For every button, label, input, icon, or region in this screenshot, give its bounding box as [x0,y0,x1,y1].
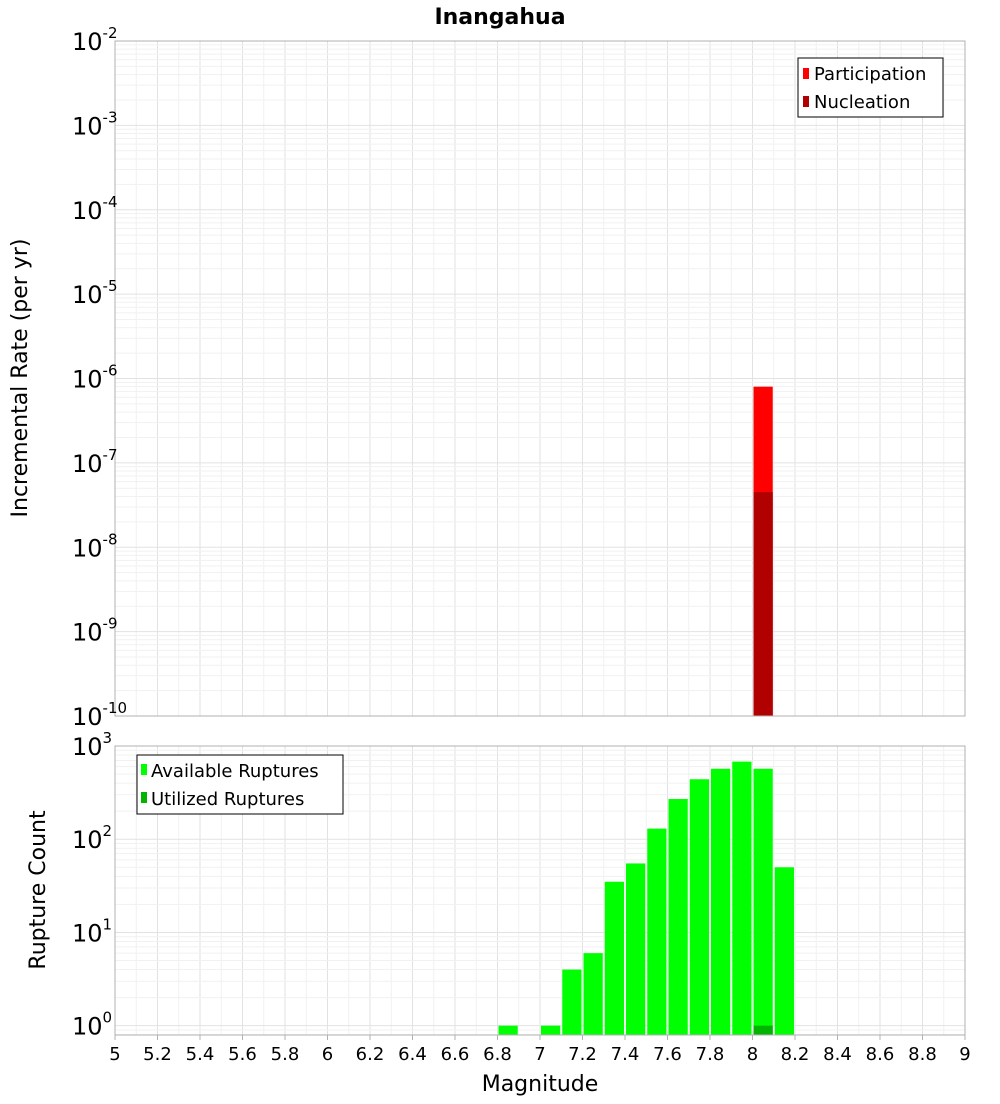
x-tick-label: 7.4 [611,1044,640,1065]
bottom-bars [498,761,794,1035]
x-tick-label: 6 [322,1044,333,1065]
x-tick-label: 7.6 [653,1044,682,1065]
x-tick-label: 8.2 [781,1044,810,1065]
bar-available-ruptures [583,953,603,1035]
top-y-tick-label: 10-7 [72,446,118,478]
x-tick-label: 8.6 [866,1044,895,1065]
bar-available-ruptures [604,881,624,1035]
bar-available-ruptures [541,1025,561,1035]
bar-available-ruptures [626,863,646,1035]
x-tick-label: 5.2 [143,1044,172,1065]
legend-swatch-utilized-ruptures [141,792,147,803]
chart-title: Inangahua [434,5,565,30]
bottom-y-tick-label: 100 [72,1009,112,1041]
top-y-tick-label: 10-8 [72,530,118,562]
x-tick-label: 7 [534,1044,545,1065]
x-tick-label: 8.8 [908,1044,937,1065]
x-tick-label: 5 [109,1044,120,1065]
x-axis-ticks: 5 5.2 5.4 5.6 5.8 6 6.2 6.4 6.6 6.8 7 7.2 7.4 7.6 7.8 8… [109,1035,971,1065]
bottom-y-ticks: 103 102 101 100 [72,729,112,1041]
x-tick-label: 9 [959,1044,970,1065]
legend-label-available-ruptures: Available Ruptures [151,761,319,782]
bar-available-ruptures [498,1025,518,1035]
top-legend: Participation Nucleation [797,57,944,118]
legend-label-nucleation: Nucleation [814,92,910,113]
x-tick-label: 8.4 [823,1044,852,1065]
top-y-tick-label: 10-3 [72,108,118,140]
top-bars [753,386,773,716]
legend-label-utilized-ruptures: Utilized Ruptures [151,789,304,810]
top-plot-border [114,40,966,717]
bottom-y-tick-label: 102 [72,822,112,854]
top-y-axis-title: Incremental Rate (per yr) [8,239,33,518]
top-y-ticks: 10-2 10-3 10-4 10-5 10-6 10-7 10-8 10-9 10-10 [72,24,127,731]
x-tick-label: 5.4 [186,1044,215,1065]
bar-available-ruptures [753,768,773,1035]
bottom-legend-box [136,754,344,815]
x-tick-label: 8 [747,1044,758,1065]
x-tick-label: 5.8 [271,1044,300,1065]
top-legend-box [797,57,944,118]
top-grid [114,41,966,717]
top-y-tick-label: 10-4 [72,193,118,225]
x-tick-label: 5.6 [228,1044,257,1065]
top-y-tick-label: 10-2 [72,24,118,56]
x-tick-label: 6.4 [398,1044,427,1065]
bar-available-ruptures [647,828,667,1035]
x-tick-label: 6.6 [441,1044,470,1065]
bar-available-ruptures [689,779,709,1035]
top-y-tick-label: 10-5 [72,277,118,309]
bar-available-ruptures [711,768,731,1035]
bar-available-ruptures [668,799,688,1035]
legend-label-participation: Participation [814,64,926,85]
x-tick-label: 6.2 [356,1044,385,1065]
x-tick-label: 7.2 [568,1044,597,1065]
x-tick-label: 7.8 [696,1044,725,1065]
bar-available-ruptures [732,761,752,1035]
top-y-tick-label: 10-10 [72,699,127,731]
bottom-legend: Available Ruptures Utilized Ruptures [136,754,344,815]
bottom-y-tick-label: 103 [72,729,112,761]
bar-available-ruptures [774,867,794,1035]
x-tick-label: 6.8 [483,1044,512,1065]
legend-swatch-nucleation [803,96,809,107]
x-axis-title: Magnitude [482,1072,599,1097]
bottom-y-axis-title: Rupture Count [26,810,51,970]
top-y-tick-label: 10-6 [72,362,118,394]
bar-nucleation [753,492,773,716]
legend-swatch-participation [803,68,809,79]
bar-utilized-ruptures [753,1025,773,1035]
bottom-y-tick-label: 101 [72,915,112,947]
bar-available-ruptures [562,969,582,1035]
legend-swatch-available-ruptures [141,764,147,775]
top-y-tick-label: 10-9 [72,615,118,647]
